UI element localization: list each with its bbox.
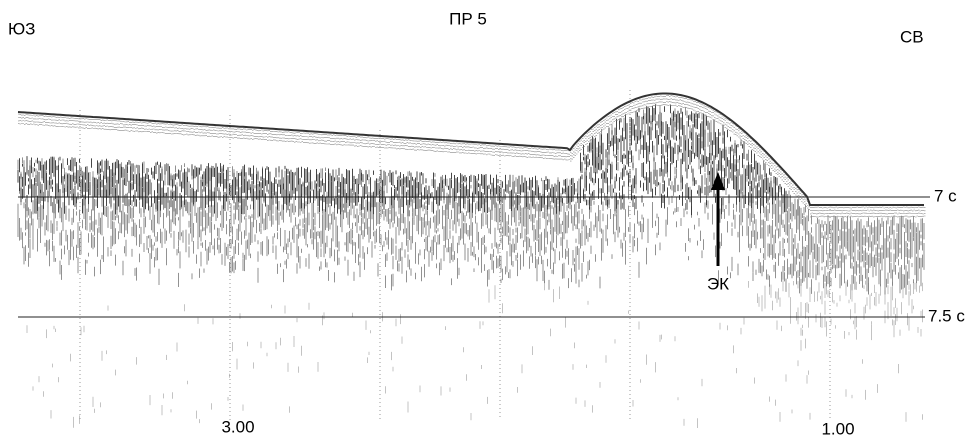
annotation-label: ЭК (707, 274, 729, 293)
profile-title: ПР 5 (449, 9, 487, 28)
seismic-stroke (17, 105, 925, 295)
seismic-stroke (26, 280, 923, 428)
time-label: 7 с (934, 186, 957, 205)
seismic-texture (17, 95, 926, 428)
seismic-stroke (17, 104, 799, 217)
distance-label: 3.00 (221, 417, 254, 436)
vertical-markers (79, 90, 831, 420)
time-label: 7.5 с (928, 306, 965, 325)
seismic-stroke (18, 95, 926, 218)
seafloor-reflector (17, 92, 924, 206)
distance-label: 1.00 (821, 419, 854, 438)
left-direction: ЮЗ (8, 19, 35, 38)
right-direction: СВ (900, 27, 924, 46)
arrow-head (711, 172, 725, 190)
